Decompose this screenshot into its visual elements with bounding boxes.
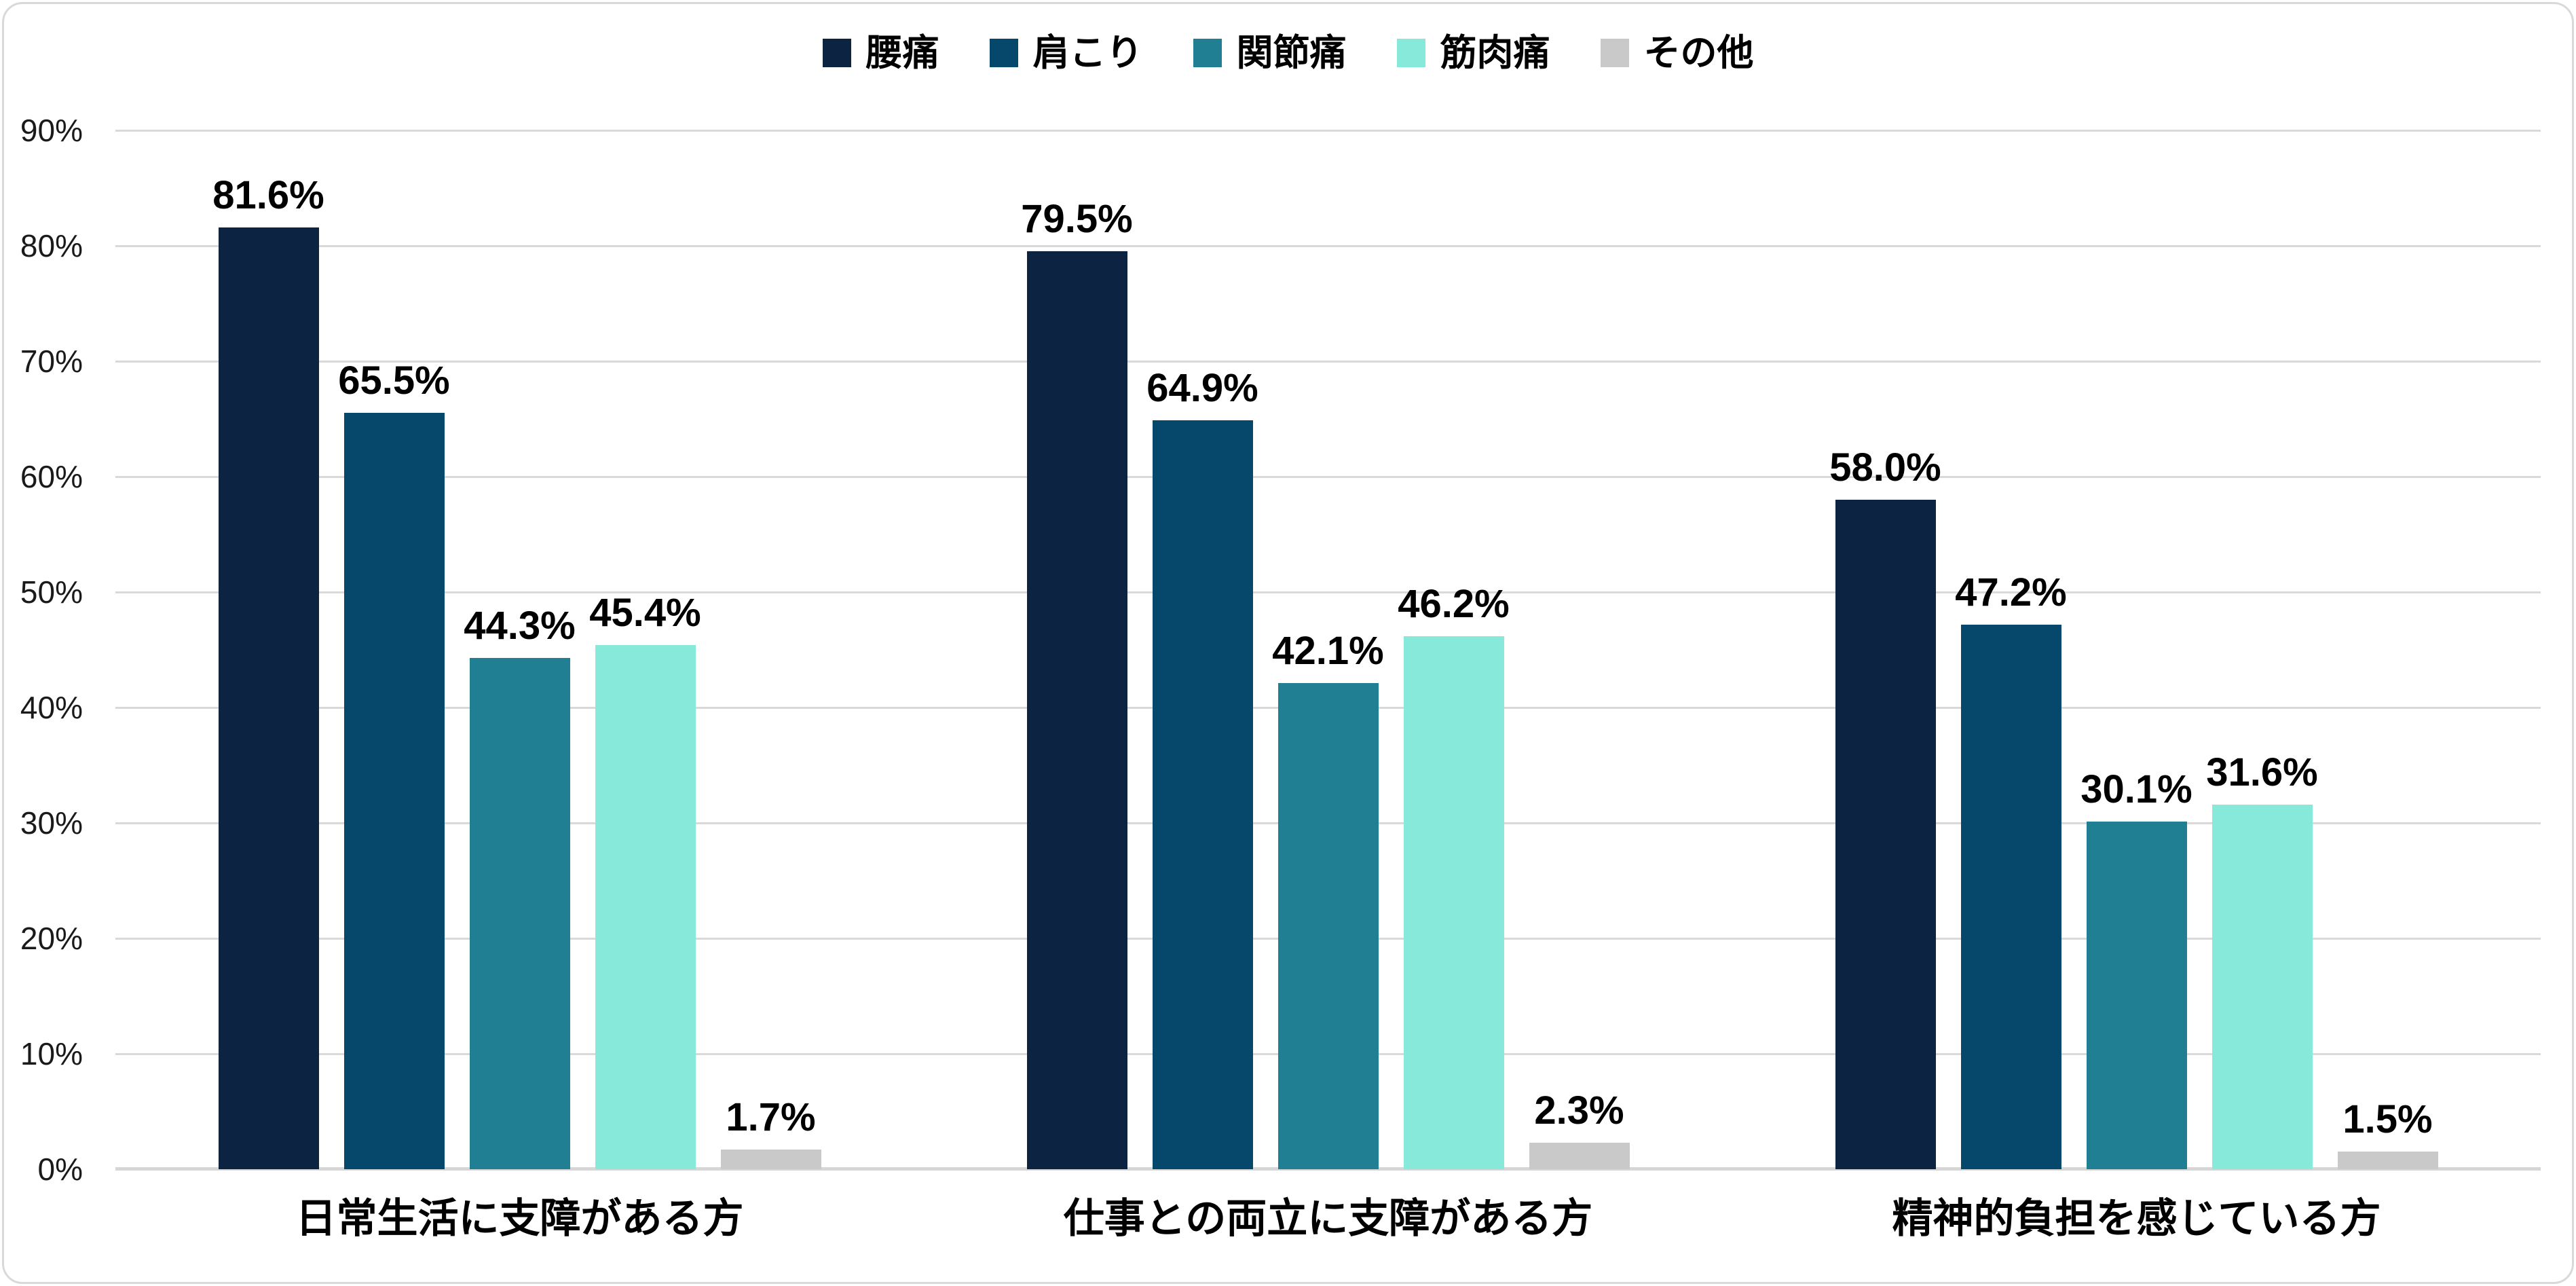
legend-swatch-icon	[989, 39, 1018, 67]
bar-value-label: 30.1%	[2080, 767, 2192, 811]
bar-value-label: 81.6%	[212, 173, 324, 217]
x-axis-labels: 日常生活に支障がある方 仕事との両立に支障がある方 精神的負担を感じている方	[115, 1196, 2541, 1241]
y-tick-label: 70%	[20, 344, 83, 379]
category-label: 精神的負担を感じている方	[1892, 1196, 2381, 1241]
bar-value-label: 64.9%	[1146, 366, 1258, 410]
legend-item: 腰痛	[822, 33, 939, 73]
legend-swatch-icon	[822, 39, 851, 67]
bar-group: 58.0% 47.2% 30.1% 31.6% 1.5%	[1732, 130, 2541, 1169]
bar-value-label: 47.2%	[1955, 570, 2067, 614]
legend-label: その他	[1643, 33, 1754, 73]
chart-legend: 腰痛 肩こり 関節痛 筋肉痛 その他	[0, 26, 2576, 80]
legend-item: 肩こり	[989, 33, 1143, 73]
bar: 42.1%	[1272, 631, 1384, 1169]
bar-value-label: 44.3%	[464, 604, 576, 648]
legend-label: 肩こり	[1032, 33, 1143, 73]
y-tick-label: 60%	[20, 459, 83, 494]
gridline	[115, 591, 2541, 593]
legend-label: 筋肉痛	[1440, 33, 1550, 73]
y-axis: 90% 80% 70% 60% 50% 40% 30% 20% 10% 0%	[0, 115, 83, 1185]
legend-label: 腰痛	[865, 33, 939, 73]
bar: 1.5%	[2337, 1100, 2438, 1169]
legend-item: その他	[1600, 33, 1754, 73]
bar-value-label: 79.5%	[1021, 197, 1133, 241]
bar: 64.9%	[1146, 369, 1258, 1169]
bar: 44.3%	[464, 606, 576, 1169]
y-tick-label: 20%	[20, 921, 83, 956]
gridline	[115, 245, 2541, 247]
bar: 1.7%	[720, 1098, 821, 1169]
y-tick-label: 10%	[20, 1036, 83, 1071]
bar-value-label: 58.0%	[1829, 445, 1941, 490]
bar: 45.4%	[589, 593, 701, 1169]
category-label: 仕事との両立に支障がある方	[1063, 1196, 1593, 1241]
legend-swatch-icon	[1396, 39, 1425, 67]
bar: 79.5%	[1021, 200, 1133, 1169]
y-tick-label: 50%	[20, 574, 83, 610]
bar-value-label: 42.1%	[1272, 629, 1384, 673]
bar: 2.3%	[1529, 1091, 1630, 1169]
bar-groups: 81.6% 65.5% 44.3% 45.4% 1.7% 79.5% 64.9% 42.1% 4…	[115, 130, 2541, 1169]
legend-item: 筋肉痛	[1396, 33, 1550, 73]
legend-label: 関節痛	[1236, 33, 1347, 73]
plot-area: 81.6% 65.5% 44.3% 45.4% 1.7% 79.5% 64.9% 42.1% 4…	[115, 130, 2541, 1171]
bar: 65.5%	[338, 361, 450, 1169]
y-tick-label: 40%	[20, 690, 83, 725]
category-label: 日常生活に支障がある方	[295, 1196, 744, 1241]
bar: 81.6%	[212, 176, 324, 1169]
bar: 30.1%	[2080, 770, 2192, 1169]
bar-value-label: 65.5%	[338, 359, 450, 403]
bar-value-label: 1.7%	[726, 1095, 816, 1139]
y-tick-label: 80%	[20, 228, 83, 263]
bar: 31.6%	[2206, 753, 2318, 1169]
gridline	[115, 130, 2541, 132]
bar-value-label: 46.2%	[1398, 582, 1510, 626]
gridline	[115, 361, 2541, 363]
bar-group: 79.5% 64.9% 42.1% 46.2% 2.3%	[924, 130, 1732, 1169]
bar-group: 81.6% 65.5% 44.3% 45.4% 1.7%	[115, 130, 924, 1169]
bar-value-label: 45.4%	[589, 591, 701, 635]
bar-value-label: 2.3%	[1534, 1088, 1624, 1133]
legend-swatch-icon	[1193, 39, 1222, 67]
gridline	[115, 476, 2541, 478]
y-tick-label: 0%	[37, 1152, 83, 1187]
bar-value-label: 31.6%	[2206, 750, 2318, 794]
bar-value-label: 1.5%	[2342, 1097, 2433, 1141]
bar: 46.2%	[1398, 585, 1510, 1169]
legend-swatch-icon	[1600, 39, 1629, 67]
y-tick-label: 90%	[20, 113, 83, 148]
legend-item: 関節痛	[1193, 35, 1347, 71]
bar: 47.2%	[1955, 573, 2067, 1169]
bar: 58.0%	[1829, 448, 1941, 1169]
y-tick-label: 30%	[20, 805, 83, 841]
